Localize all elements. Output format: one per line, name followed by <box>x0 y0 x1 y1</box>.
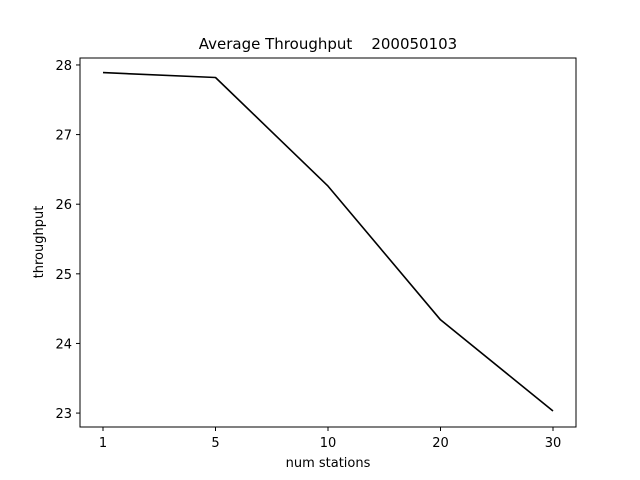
y-tick-label: 25 <box>55 268 72 283</box>
x-tick-label: 5 <box>211 436 219 451</box>
y-tick-label: 28 <box>55 59 72 74</box>
series-layer <box>102 71 554 412</box>
x-tick-label: 30 <box>545 436 562 451</box>
chart-title: Average Throughput 200050103 <box>199 35 457 53</box>
y-tick-label: 26 <box>55 198 72 213</box>
y-tick-label: 27 <box>55 129 72 144</box>
y-tick-label: 24 <box>55 337 72 352</box>
series-line <box>102 71 554 412</box>
x-axis-ticks: 1 5 10 20 30 <box>99 427 561 451</box>
y-axis-ticks: 23 24 25 26 27 28 <box>55 59 80 422</box>
x-axis-label: num stations <box>286 456 371 471</box>
x-tick-label: 10 <box>320 436 337 451</box>
y-axis-label: throughput <box>32 206 47 279</box>
x-tick-label: 20 <box>432 436 449 451</box>
y-tick-label: 23 <box>55 407 72 422</box>
x-tick-label: 1 <box>99 436 107 451</box>
